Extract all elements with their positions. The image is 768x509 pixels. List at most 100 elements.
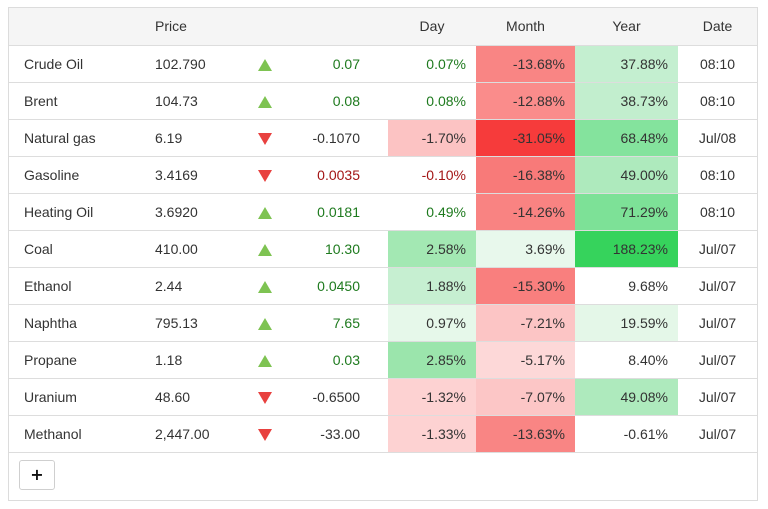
day-change-cell: 2.85% (388, 341, 476, 379)
date-cell: Jul/07 (678, 341, 757, 379)
header-day[interactable]: Day (388, 8, 476, 46)
direction-cell (248, 45, 293, 83)
price-cell: 795.13 (146, 304, 248, 342)
year-change-cell: 68.48% (575, 119, 678, 157)
date-cell: Jul/08 (678, 119, 757, 157)
commodity-name: Naphtha (9, 304, 146, 342)
commodity-name: Gasoline (9, 156, 146, 194)
table-row[interactable]: Propane 1.18 0.03 2.85% -5.17% 8.40% Jul/07 (9, 341, 757, 379)
direction-cell (248, 304, 293, 342)
month-change-cell: -7.21% (476, 304, 575, 342)
change-cell: -0.1070 (293, 119, 388, 157)
direction-cell (248, 341, 293, 379)
month-change-cell: -15.30% (476, 267, 575, 305)
direction-cell (248, 156, 293, 194)
direction-cell (248, 230, 293, 268)
year-change-cell: 19.59% (575, 304, 678, 342)
up-arrow-icon (258, 243, 272, 256)
commodity-name: Ethanol (9, 267, 146, 305)
up-arrow-icon (258, 58, 272, 71)
price-cell: 102.790 (146, 45, 248, 83)
up-arrow-icon (258, 280, 272, 293)
header-date[interactable]: Date (678, 8, 757, 46)
commodity-name: Crude Oil (9, 45, 146, 83)
commodity-name: Coal (9, 230, 146, 268)
header-year[interactable]: Year (575, 8, 678, 46)
change-cell: 0.07 (293, 45, 388, 83)
up-arrow-icon (258, 317, 272, 330)
change-cell: -0.6500 (293, 378, 388, 416)
price-cell: 2.44 (146, 267, 248, 305)
commodity-name: Natural gas (9, 119, 146, 157)
date-cell: Jul/07 (678, 267, 757, 305)
date-cell: Jul/07 (678, 415, 757, 453)
date-cell: 08:10 (678, 193, 757, 231)
header-name (9, 8, 146, 46)
commodity-name: Heating Oil (9, 193, 146, 231)
price-cell: 3.6920 (146, 193, 248, 231)
table-row[interactable]: Heating Oil 3.6920 0.0181 0.49% -14.26% 71.29… (9, 193, 757, 231)
add-commodity-button[interactable]: + (19, 460, 55, 490)
change-cell: 0.0035 (293, 156, 388, 194)
table-row[interactable]: Gasoline 3.4169 0.0035 -0.10% -16.38% 49.00% 0… (9, 156, 757, 194)
header-arrow (248, 8, 293, 46)
direction-cell (248, 267, 293, 305)
price-cell: 1.18 (146, 341, 248, 379)
price-cell: 410.00 (146, 230, 248, 268)
date-cell: Jul/07 (678, 378, 757, 416)
price-cell: 6.19 (146, 119, 248, 157)
down-arrow-icon (258, 391, 272, 404)
table-row[interactable]: Methanol 2,447.00 -33.00 -1.33% -13.63% -0.61… (9, 415, 757, 453)
header-month[interactable]: Month (476, 8, 575, 46)
table-header-row: Price Day Month Year Date (9, 8, 757, 46)
commodity-name: Brent (9, 82, 146, 120)
table-row[interactable]: Uranium 48.60 -0.6500 -1.32% -7.07% 49.08% Jul… (9, 378, 757, 416)
table-row[interactable]: Natural gas 6.19 -0.1070 -1.70% -31.05% 68.48… (9, 119, 757, 157)
month-change-cell: -14.26% (476, 193, 575, 231)
change-cell: 7.65 (293, 304, 388, 342)
day-change-cell: -1.32% (388, 378, 476, 416)
direction-cell (248, 415, 293, 453)
date-cell: Jul/07 (678, 304, 757, 342)
plus-icon: + (30, 465, 44, 484)
direction-cell (248, 193, 293, 231)
commodities-widget: Price Day Month Year Date Crude Oil 102.7… (8, 7, 758, 501)
year-change-cell: 9.68% (575, 267, 678, 305)
day-change-cell: 0.49% (388, 193, 476, 231)
commodity-name: Propane (9, 341, 146, 379)
table-row[interactable]: Ethanol 2.44 0.0450 1.88% -15.30% 9.68% Jul/07 (9, 267, 757, 305)
table-row[interactable]: Brent 104.73 0.08 0.08% -12.88% 38.73% 08:10 (9, 82, 757, 120)
year-change-cell: 8.40% (575, 341, 678, 379)
month-change-cell: -16.38% (476, 156, 575, 194)
day-change-cell: -1.33% (388, 415, 476, 453)
date-cell: 08:10 (678, 82, 757, 120)
month-change-cell: -12.88% (476, 82, 575, 120)
day-change-cell: -1.70% (388, 119, 476, 157)
year-change-cell: 71.29% (575, 193, 678, 231)
header-price[interactable]: Price (146, 8, 248, 46)
direction-cell (248, 119, 293, 157)
day-change-cell: 0.97% (388, 304, 476, 342)
table-row[interactable]: Naphtha 795.13 7.65 0.97% -7.21% 19.59% Jul/07 (9, 304, 757, 342)
month-change-cell: 3.69% (476, 230, 575, 268)
change-cell: 0.03 (293, 341, 388, 379)
day-change-cell: -0.10% (388, 156, 476, 194)
change-cell: 0.0181 (293, 193, 388, 231)
month-change-cell: -31.05% (476, 119, 575, 157)
up-arrow-icon (258, 95, 272, 108)
header-change (293, 8, 388, 46)
date-cell: 08:10 (678, 45, 757, 83)
up-arrow-icon (258, 206, 272, 219)
table-row[interactable]: Coal 410.00 10.30 2.58% 3.69% 188.23% Jul/07 (9, 230, 757, 268)
year-change-cell: 49.00% (575, 156, 678, 194)
year-change-cell: -0.61% (575, 415, 678, 453)
date-cell: 08:10 (678, 156, 757, 194)
commodities-table: Price Day Month Year Date Crude Oil 102.7… (9, 8, 757, 453)
month-change-cell: -5.17% (476, 341, 575, 379)
down-arrow-icon (258, 132, 272, 145)
table-row[interactable]: Crude Oil 102.790 0.07 0.07% -13.68% 37.88% 08… (9, 45, 757, 83)
price-cell: 48.60 (146, 378, 248, 416)
change-cell: 0.0450 (293, 267, 388, 305)
price-cell: 3.4169 (146, 156, 248, 194)
commodity-name: Methanol (9, 415, 146, 453)
